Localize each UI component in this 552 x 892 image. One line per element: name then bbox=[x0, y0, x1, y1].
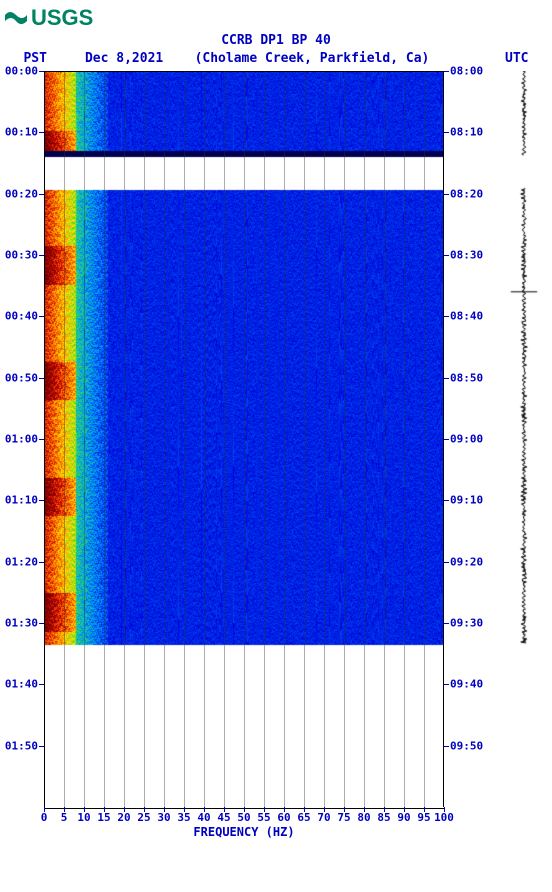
y-tick-label: 09:20 bbox=[448, 555, 483, 568]
x-tick-label: 45 bbox=[217, 811, 230, 824]
y-tick-label: 08:20 bbox=[448, 187, 483, 200]
x-tick-label: 75 bbox=[337, 811, 350, 824]
header-date: Dec 8,2021 bbox=[85, 50, 163, 68]
x-tick-label: 55 bbox=[257, 811, 270, 824]
tz-right-label: UTC bbox=[505, 50, 528, 68]
chart-area: 00:0000:1000:2000:3000:4000:5001:0001:10… bbox=[0, 71, 552, 871]
svg-text:USGS: USGS bbox=[31, 5, 93, 30]
x-axis: FREQUENCY (HZ) 05 10 15 20 25 30 35 40 45 50 55 60 6… bbox=[44, 807, 444, 837]
y-tick-label: 08:30 bbox=[448, 249, 483, 262]
x-tick-label: 30 bbox=[157, 811, 170, 824]
x-tick-label: 40 bbox=[197, 811, 210, 824]
x-tick-label: 0 bbox=[41, 811, 48, 824]
y-tick-label: 09:30 bbox=[448, 617, 483, 630]
y-tick-label: 00:40 bbox=[5, 310, 40, 323]
spectrogram-canvas bbox=[44, 71, 444, 809]
y-tick-label: 08:40 bbox=[448, 310, 483, 323]
y-tick-label: 00:10 bbox=[5, 126, 40, 139]
y-tick-label: 09:40 bbox=[448, 678, 483, 691]
x-tick-label: 85 bbox=[377, 811, 390, 824]
waveform-canvas bbox=[502, 71, 546, 807]
x-tick-label: 10 bbox=[77, 811, 90, 824]
y-axis-left: 00:0000:1000:2000:3000:4000:5001:0001:10… bbox=[0, 71, 44, 807]
x-tick-label: 90 bbox=[397, 811, 410, 824]
x-tick-label: 60 bbox=[277, 811, 290, 824]
x-tick-label: 70 bbox=[317, 811, 330, 824]
y-tick-label: 08:50 bbox=[448, 371, 483, 384]
y-tick-label: 09:10 bbox=[448, 494, 483, 507]
y-tick-label: 00:20 bbox=[5, 187, 40, 200]
x-tick-label: 100 bbox=[434, 811, 454, 824]
x-tick-label: 95 bbox=[417, 811, 430, 824]
header-station: (Cholame Creek, Parkfield, Ca) bbox=[195, 50, 430, 68]
y-tick-label: 08:00 bbox=[448, 65, 483, 78]
x-tick-label: 80 bbox=[357, 811, 370, 824]
usgs-logo: USGS bbox=[0, 0, 552, 30]
x-tick-label: 15 bbox=[97, 811, 110, 824]
y-tick-label: 01:50 bbox=[5, 739, 40, 752]
x-tick-label: 25 bbox=[137, 811, 150, 824]
y-tick-label: 01:20 bbox=[5, 555, 40, 568]
x-tick-label: 65 bbox=[297, 811, 310, 824]
chart-header: CCRB DP1 BP 40 PST Dec 8,2021 (Cholame C… bbox=[0, 32, 552, 67]
y-tick-label: 09:00 bbox=[448, 433, 483, 446]
header-title: CCRB DP1 BP 40 bbox=[0, 32, 552, 50]
y-tick-label: 00:00 bbox=[5, 65, 40, 78]
y-tick-label: 01:30 bbox=[5, 617, 40, 630]
y-tick-label: 01:10 bbox=[5, 494, 40, 507]
y-tick-label: 01:00 bbox=[5, 433, 40, 446]
y-tick-label: 01:40 bbox=[5, 678, 40, 691]
y-tick-label: 00:30 bbox=[5, 249, 40, 262]
x-tick-label: 5 bbox=[61, 811, 68, 824]
y-tick-label: 00:50 bbox=[5, 371, 40, 384]
x-tick-label: 20 bbox=[117, 811, 130, 824]
x-tick-label: 50 bbox=[237, 811, 250, 824]
x-axis-label: FREQUENCY (HZ) bbox=[44, 825, 444, 839]
y-tick-label: 08:10 bbox=[448, 126, 483, 139]
y-tick-label: 09:50 bbox=[448, 739, 483, 752]
x-tick-label: 35 bbox=[177, 811, 190, 824]
y-axis-right: 08:0008:1008:2008:3008:4008:5009:0009:10… bbox=[444, 71, 498, 807]
